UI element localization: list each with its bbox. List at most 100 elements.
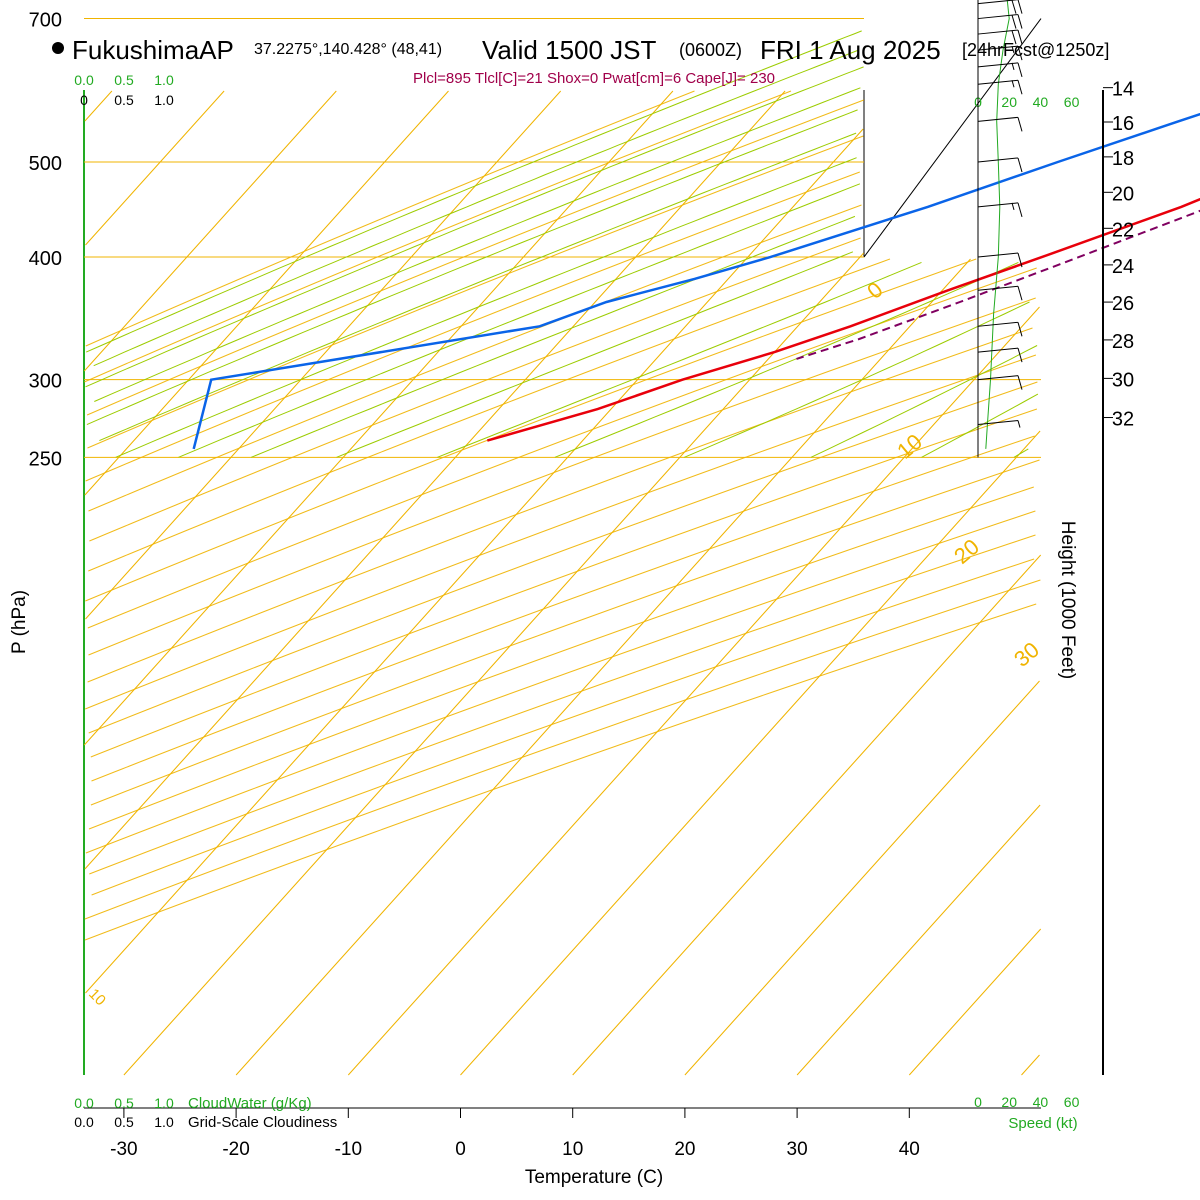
isotherm (83, 90, 337, 372)
moist-adiabat (437, 261, 922, 458)
utc-time: (0600Z) (679, 40, 742, 60)
moist-adiabat (251, 215, 856, 458)
pressure-label-300: 300 (29, 371, 62, 393)
barb-staff (977, 14, 1019, 20)
barb-staff (977, 420, 1019, 426)
wind-speed-curve (985, 0, 1010, 449)
wind-barb (977, 116, 1023, 132)
cloudwater-tick-top: 0.5 (114, 72, 134, 88)
height-tick-label: 16 (1112, 113, 1134, 135)
barb-feather (1017, 157, 1023, 173)
height-tick-label: 20 (1112, 183, 1134, 205)
barb-feather (1017, 14, 1023, 29)
barb-staff (977, 79, 1019, 85)
dry-adiabat-label: 30 (1009, 637, 1044, 672)
barb-staff (977, 116, 1019, 122)
pressure-label-400: 400 (29, 248, 62, 270)
barb-feather (1017, 252, 1023, 268)
barb-half-feather (1017, 420, 1021, 428)
cloudwater-tick-bottom: 0.5 (114, 1095, 134, 1111)
cloudiness-tick-bottom: 0.0 (74, 1114, 94, 1130)
barb-feather (1017, 348, 1023, 363)
dry-adiabat (88, 204, 862, 512)
x-tick-label: -30 (110, 1139, 137, 1160)
moist-adiabat (85, 30, 862, 353)
wind-barb (977, 375, 1023, 390)
dry-adiabat (90, 408, 1038, 758)
cloudiness-tick-top: 0 (80, 92, 88, 108)
barb-feather (1017, 375, 1023, 390)
cloudiness-tick-top: 0.5 (114, 92, 134, 108)
dry-adiabat (89, 534, 1036, 875)
pressure-label-700: 700 (29, 10, 62, 32)
speed-tick-bottom: 20 (1001, 1094, 1017, 1110)
x-tick-label: -20 (222, 1139, 249, 1160)
barb-staff (977, 321, 1019, 327)
x-tick-label: 0 (455, 1139, 466, 1160)
chart-grid: 2503004005007008501000100102030-30-20-10… (29, 10, 1044, 1160)
dry-adiabat-label: 0 (862, 277, 887, 304)
barb-feather (1017, 62, 1023, 77)
barb-staff (977, 45, 1019, 51)
barb-feather (1017, 202, 1023, 217)
dry-adiabat-label: 20 (949, 534, 984, 569)
barb-staff (977, 347, 1019, 353)
speed-tick-top: 40 (1033, 94, 1049, 110)
height-tick-label: 26 (1112, 293, 1134, 315)
cloudwater-tick-top: 1.0 (154, 72, 174, 88)
barb-feather (1017, 322, 1023, 337)
barb-feather (1011, 15, 1017, 29)
speed-tick-top: 20 (1001, 94, 1017, 110)
cloudwater-label: CloudWater (g/Kg) (188, 1095, 312, 1112)
barb-feather (1011, 0, 1017, 14)
station-coords: 37.2275°,140.428° (48,41) (254, 41, 442, 58)
isotherm (908, 928, 1042, 1076)
wind-barb (977, 420, 1021, 428)
x-tick-label: 20 (674, 1139, 695, 1160)
dry-adiabat (91, 558, 1035, 896)
wind-barb (977, 14, 1023, 29)
wind-barb (977, 157, 1023, 173)
moist-adiabat (85, 66, 864, 388)
barb-half-feather (1011, 62, 1015, 70)
isotherm (460, 430, 1041, 1076)
dry-adiabat-label: 10 (892, 429, 927, 464)
dry-adiabat (85, 510, 1036, 854)
station-name: FukushimaAP (72, 35, 234, 65)
barb-feather (1017, 80, 1023, 95)
wind-panel: 1416182022242628303200202040406060 (974, 0, 1134, 1110)
cloudiness-label: Grid-Scale Cloudiness (188, 1114, 337, 1131)
x-axis-title: Temperature (C) (525, 1167, 663, 1188)
dry-adiabat (88, 486, 1034, 830)
isotherm (684, 680, 1040, 1076)
dry-adiabat (85, 171, 860, 482)
height-tick-label: 28 (1112, 331, 1134, 353)
cloudiness-tick-bottom: 0.5 (114, 1114, 134, 1130)
isotherm (84, 90, 786, 870)
dry-adiabat (88, 258, 891, 572)
valid-time: Valid 1500 JST (482, 35, 657, 65)
temperature-profile (486, 197, 1200, 442)
cloudiness-tick-top: 1.0 (154, 92, 174, 108)
height-axis-title: Height (1000 Feet) (1057, 521, 1078, 679)
moist-adiabat (810, 345, 1038, 458)
isotherm (83, 90, 674, 746)
speed-tick-bottom: 60 (1064, 1094, 1080, 1110)
station-marker-icon (52, 42, 64, 54)
chart-series (192, 112, 1200, 450)
wind-barb (977, 0, 1023, 14)
dry-adiabat (84, 579, 1041, 920)
isotherm (85, 90, 225, 246)
barb-feather (1017, 29, 1023, 45)
dry-adiabat (85, 90, 695, 347)
barb-staff (977, 375, 1019, 381)
wind-barb (977, 285, 1023, 301)
barb-staff (977, 252, 1019, 258)
moist-adiabat (336, 251, 854, 458)
cloudwater-tick-bottom: 1.0 (154, 1095, 174, 1111)
wind-barb (977, 202, 1023, 217)
moist-adiabat (115, 157, 857, 458)
moist-adiabat (921, 393, 1039, 458)
height-tick-label: 22 (1112, 219, 1134, 241)
